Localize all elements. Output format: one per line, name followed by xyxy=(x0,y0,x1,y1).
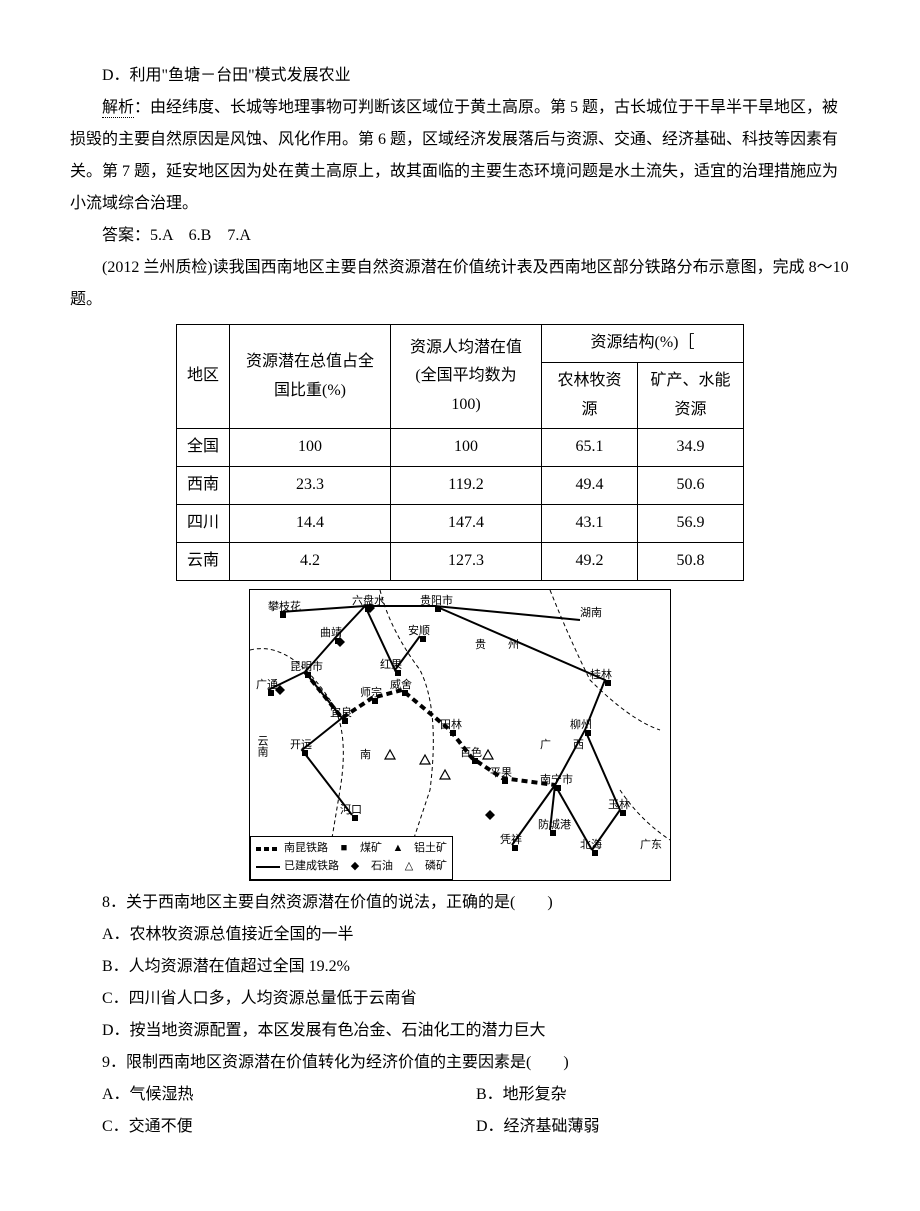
th-mineral: 矿产、水能资源 xyxy=(638,362,744,429)
q8-option-a: A．农林牧资源总值接近全国的一半 xyxy=(70,919,850,951)
question-intro: (2012 兰州质检)读我国西南地区主要自然资源潜在价值统计表及西南地区部分铁路… xyxy=(70,252,850,316)
q8-option-c: C．四川省人口多，人均资源总量低于云南省 xyxy=(70,983,850,1015)
th-structure: 资源结构(%)［ xyxy=(542,325,744,363)
legend-oil: 石油 xyxy=(371,858,393,876)
legend-nankun: 南昆铁路 xyxy=(284,840,328,858)
answer-line: 答案：5.A 6.B 7.A xyxy=(70,220,850,252)
railway-map: 攀枝花六盘水贵阳市湖南曲靖安顺贵 州昆明市红果桂林广通师宗威舍宜良田林柳州云南开… xyxy=(249,589,671,881)
legend-coal: 煤矿 xyxy=(360,840,382,858)
th-percapita: 资源人均潜在值 (全国平均数为 100) xyxy=(391,325,542,429)
cell: 34.9 xyxy=(638,429,744,467)
legend-built: 已建成铁路 xyxy=(284,858,339,876)
cell: 43.1 xyxy=(542,504,638,542)
q9-option-c: C．交通不便 xyxy=(102,1111,476,1143)
q9-stem: 9．限制西南地区资源潜在价值转化为经济价值的主要因素是( ) xyxy=(70,1047,850,1079)
cell: 全国 xyxy=(176,429,229,467)
q9-option-a: A．气候湿热 xyxy=(102,1079,476,1111)
table-row: 四川14.4147.443.156.9 xyxy=(176,504,743,542)
th-agri: 农林牧资源 xyxy=(542,362,638,429)
table-row: 西南23.3119.249.450.6 xyxy=(176,467,743,505)
cell: 49.4 xyxy=(542,467,638,505)
cell: 65.1 xyxy=(542,429,638,467)
q9-row-cd: C．交通不便 D．经济基础薄弱 xyxy=(70,1111,850,1143)
cell: 100 xyxy=(230,429,391,467)
q8-option-d: D．按当地资源配置，本区发展有色冶金、石油化工的潜力巨大 xyxy=(70,1015,850,1047)
table-row: 全国10010065.134.9 xyxy=(176,429,743,467)
analysis-label: 解析 xyxy=(102,99,134,118)
q8-option-b: B．人均资源潜在值超过全国 19.2% xyxy=(70,951,850,983)
q9-option-b: B．地形复杂 xyxy=(476,1079,850,1111)
th-region: 地区 xyxy=(176,325,229,429)
analysis-paragraph: 解析：由经纬度、长城等地理事物可判断该区域位于黄土高原。第 5 题，古长城位于干… xyxy=(70,92,850,220)
cell: 127.3 xyxy=(391,542,542,580)
q9-row-ab: A．气候湿热 B．地形复杂 xyxy=(70,1079,850,1111)
cell: 119.2 xyxy=(391,467,542,505)
cell: 100 xyxy=(391,429,542,467)
cell: 50.8 xyxy=(638,542,744,580)
cell: 云南 xyxy=(176,542,229,580)
cell: 四川 xyxy=(176,504,229,542)
th-total: 资源潜在总值占全国比重(%) xyxy=(230,325,391,429)
cell: 49.2 xyxy=(542,542,638,580)
cell: 23.3 xyxy=(230,467,391,505)
cell: 西南 xyxy=(176,467,229,505)
cell: 14.4 xyxy=(230,504,391,542)
cell: 56.9 xyxy=(638,504,744,542)
map-legend: 南昆铁路 ■煤矿 ▲铝土矿 已建成铁路 ◆石油 △磷矿 xyxy=(250,836,453,879)
legend-phosphate: 磷矿 xyxy=(425,858,447,876)
analysis-text: ：由经纬度、长城等地理事物可判断该区域位于黄土高原。第 5 题，古长城位于干旱半… xyxy=(70,99,838,212)
legend-bauxite: 铝土矿 xyxy=(414,840,447,858)
prev-option-d: D．利用"鱼塘－台田"模式发展农业 xyxy=(70,60,850,92)
q9-option-d: D．经济基础薄弱 xyxy=(476,1111,850,1143)
cell: 50.6 xyxy=(638,467,744,505)
resource-table: 地区 资源潜在总值占全国比重(%) 资源人均潜在值 (全国平均数为 100) 资… xyxy=(176,324,744,581)
cell: 147.4 xyxy=(391,504,542,542)
q8-stem: 8．关于西南地区主要自然资源潜在价值的说法，正确的是( ) xyxy=(70,887,850,919)
table-row: 云南4.2127.349.250.8 xyxy=(176,542,743,580)
table-header-row: 地区 资源潜在总值占全国比重(%) 资源人均潜在值 (全国平均数为 100) 资… xyxy=(176,325,743,363)
cell: 4.2 xyxy=(230,542,391,580)
